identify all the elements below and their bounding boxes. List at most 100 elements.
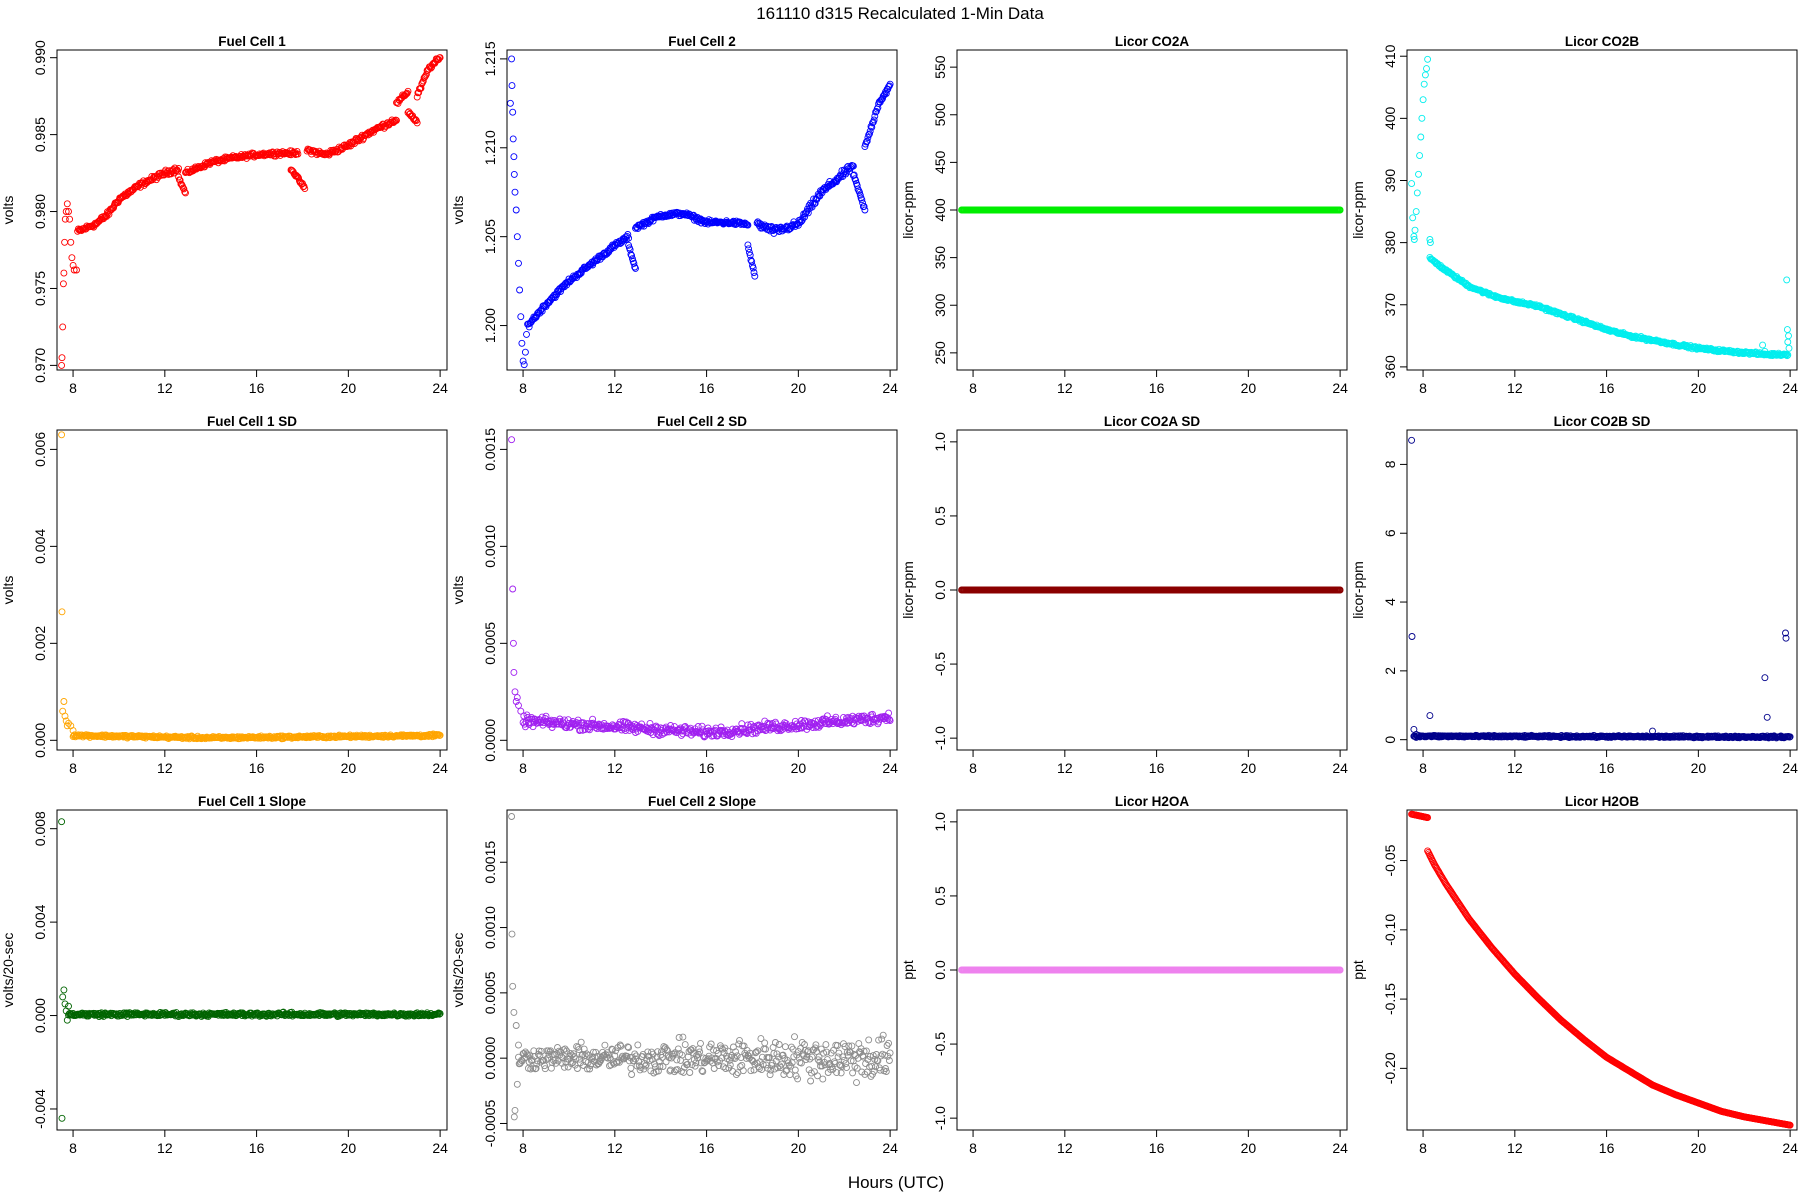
data-point xyxy=(801,213,808,221)
data-point xyxy=(870,116,878,124)
data-point xyxy=(268,149,276,157)
data-point xyxy=(560,283,568,291)
x-tick-label: 20 xyxy=(1241,760,1257,776)
scatter-points xyxy=(58,431,444,743)
data-point xyxy=(859,199,867,207)
panel-title: Licor CO2A xyxy=(1115,34,1190,49)
x-tick-label: 12 xyxy=(157,760,173,776)
y-tick-label: 1.0 xyxy=(932,432,948,452)
y-axis-label: volts/20-sec xyxy=(450,933,466,1008)
data-point xyxy=(677,212,685,220)
data-point xyxy=(509,108,517,116)
data-point xyxy=(577,1038,585,1046)
data-point xyxy=(66,215,74,223)
data-point xyxy=(749,264,757,272)
scatter-points xyxy=(1408,55,1793,360)
y-tick-label: 6 xyxy=(1382,529,1398,537)
data-point xyxy=(1784,338,1792,346)
data-point xyxy=(59,323,67,331)
data-point xyxy=(60,698,68,705)
x-tick-label: 12 xyxy=(1507,760,1523,776)
data-point xyxy=(627,1064,635,1072)
x-tick-label: 12 xyxy=(157,1140,173,1156)
x-tick-label: 12 xyxy=(607,760,623,776)
figure-title: 161110 d315 Recalculated 1-Min Data xyxy=(756,4,1044,23)
panel-title: Fuel Cell 2 xyxy=(668,34,736,49)
x-tick-label: 8 xyxy=(1419,760,1427,776)
data-point xyxy=(634,1041,642,1049)
data-point xyxy=(739,1067,747,1075)
x-tick-label: 24 xyxy=(432,760,448,776)
scatter-points xyxy=(958,586,1344,594)
data-point xyxy=(182,189,189,197)
y-tick-label: 0.004 xyxy=(32,529,48,564)
x-tick-label: 24 xyxy=(882,760,898,776)
data-point xyxy=(1408,633,1416,640)
data-point xyxy=(748,258,756,265)
data-point xyxy=(181,188,189,196)
y-tick-label: 0.000 xyxy=(32,723,48,758)
panel-title: Fuel Cell 1 xyxy=(218,34,286,49)
data-point xyxy=(513,233,521,241)
data-point xyxy=(681,1041,689,1049)
plot-frame xyxy=(56,429,448,751)
data-point xyxy=(415,89,423,96)
data-point xyxy=(787,224,795,232)
data-point xyxy=(60,269,68,277)
y-axis-label: volts xyxy=(450,576,466,605)
x-tick-label: 24 xyxy=(1332,760,1348,776)
scatter-points xyxy=(58,818,444,1122)
y-tick-label: -0.004 xyxy=(32,1089,48,1129)
data-point xyxy=(866,127,874,135)
x-tick-label: 24 xyxy=(1782,760,1798,776)
y-axis-label: volts xyxy=(0,576,16,605)
plot-frame xyxy=(56,809,448,1131)
data-point xyxy=(863,137,871,145)
y-tick-label: 350 xyxy=(932,246,948,270)
plot-frame xyxy=(1406,429,1798,751)
panel-title: Licor CO2B xyxy=(1565,34,1640,49)
y-tick-label: 0.002 xyxy=(32,626,48,661)
y-tick-label: 1.210 xyxy=(482,130,498,165)
x-tick-label: 8 xyxy=(969,760,977,776)
plot-frame xyxy=(506,49,898,371)
data-point xyxy=(750,269,758,276)
y-tick-label: 1.200 xyxy=(482,308,498,343)
y-tick-label: 0 xyxy=(1382,736,1398,744)
data-point xyxy=(511,188,519,196)
y-tick-label: 0.006 xyxy=(32,432,48,467)
plot-frame xyxy=(1406,49,1798,371)
panel-title: Fuel Cell 2 Slope xyxy=(648,794,757,809)
y-tick-label: -1.0 xyxy=(932,726,948,750)
y-tick-label: 400 xyxy=(1382,106,1398,130)
y-tick-label: 380 xyxy=(1382,231,1398,255)
data-point xyxy=(866,130,873,138)
plot-frame xyxy=(56,49,448,371)
y-tick-label: 550 xyxy=(932,55,948,79)
data-point xyxy=(746,251,754,259)
data-point xyxy=(864,134,872,142)
data-point xyxy=(58,431,66,439)
data-point xyxy=(176,176,184,184)
panel-title: Fuel Cell 1 SD xyxy=(207,414,297,429)
data-point xyxy=(1783,326,1791,334)
data-point xyxy=(512,206,520,214)
x-tick-label: 20 xyxy=(1241,380,1257,396)
data-point xyxy=(601,1041,609,1049)
x-tick-label: 8 xyxy=(69,1140,77,1156)
data-point xyxy=(517,707,525,715)
y-tick-label: 370 xyxy=(1382,293,1398,317)
data-point xyxy=(520,361,528,369)
figure-x-axis-label: Hours (UTC) xyxy=(848,1173,944,1192)
data-point xyxy=(814,194,821,202)
data-point xyxy=(1418,114,1426,122)
panel-title: Licor CO2A SD xyxy=(1104,414,1201,429)
x-tick-label: 24 xyxy=(1332,380,1348,396)
y-tick-label: 400 xyxy=(932,198,948,222)
x-tick-label: 20 xyxy=(341,760,357,776)
x-tick-label: 12 xyxy=(607,380,623,396)
x-tick-label: 8 xyxy=(519,760,527,776)
data-point xyxy=(420,74,428,82)
